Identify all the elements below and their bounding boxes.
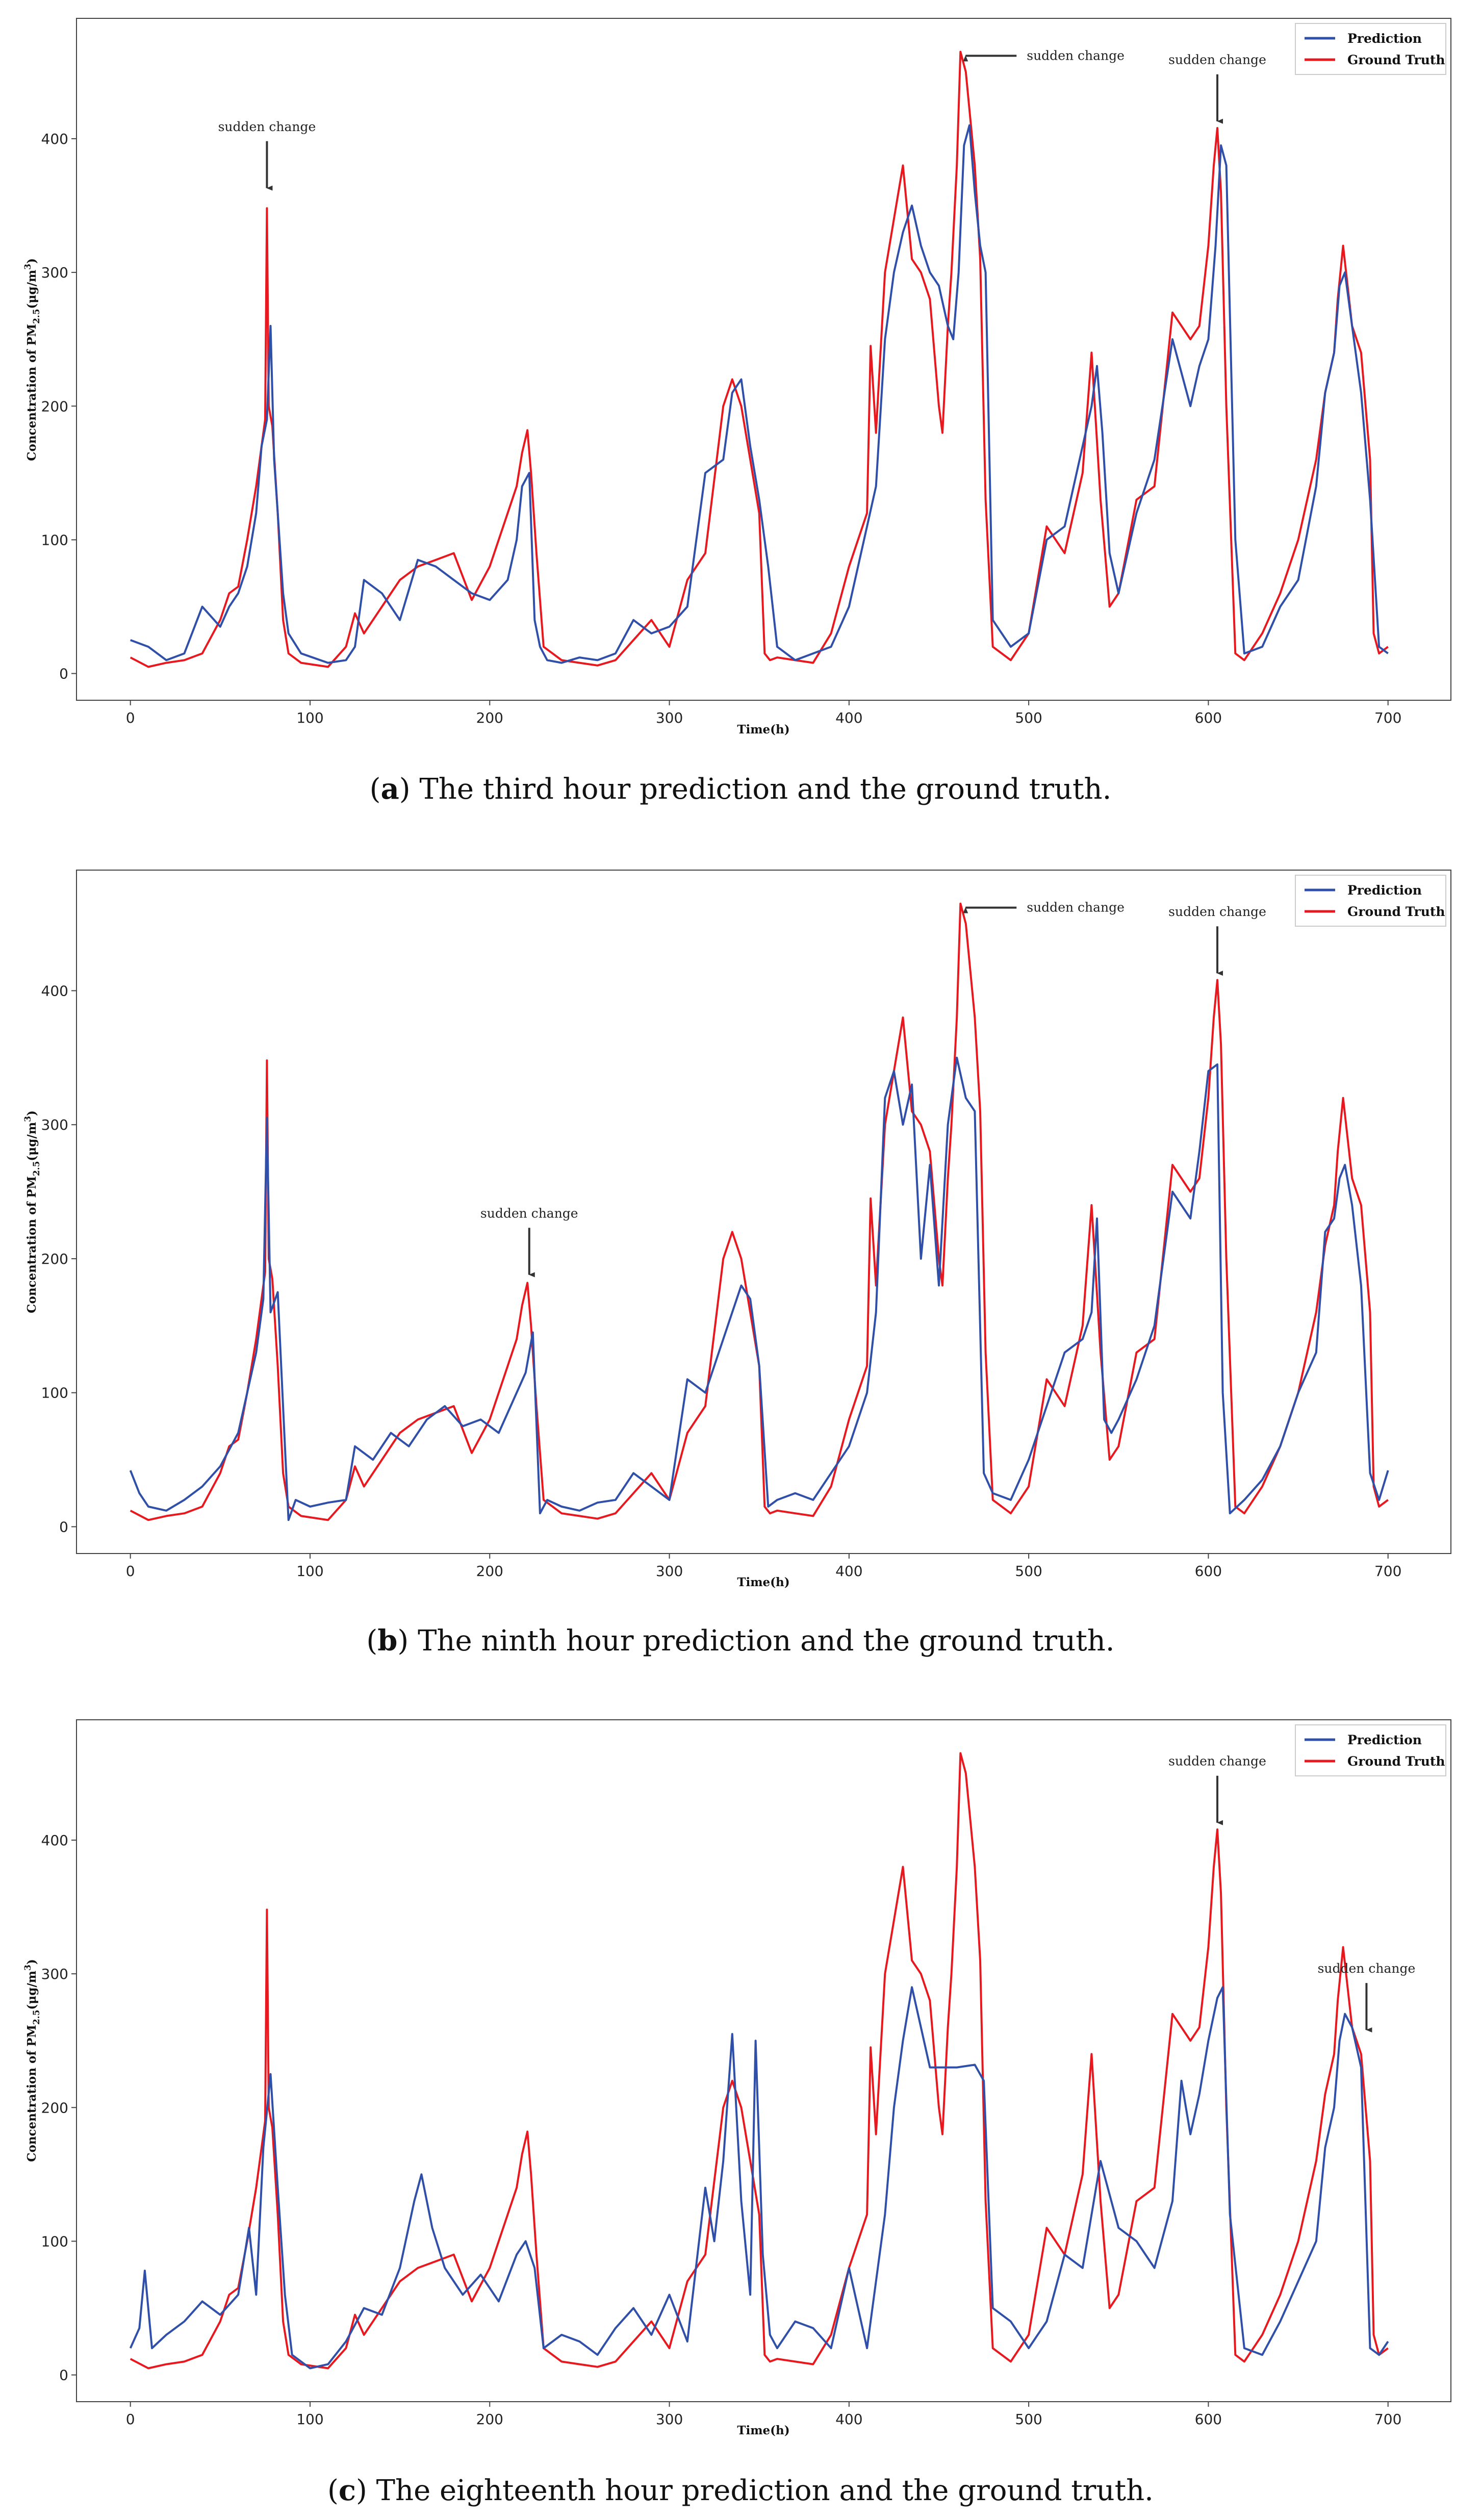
prediction-series-line [130,124,1389,664]
legend-prediction-label: Prediction [1347,31,1422,46]
x-tick-label: 100 [296,709,323,726]
x-tick-label: 100 [296,1563,323,1580]
y-tick-label: 400 [41,131,68,147]
chart-panel-a: 0 100 200 300 400 0 100 200 300 400 500 600 700 sud… [23,18,1451,806]
x-axis-label: Time(h) [737,2424,789,2437]
prediction-series-line [129,1986,1389,2370]
legend: Prediction Ground Truth [1295,875,1446,927]
legend-box [1295,875,1446,927]
annotations: sudden change sudden change sudden change [218,48,1266,191]
y-tick-label: 0 [59,2367,68,2384]
caption-letter: c [339,2474,356,2507]
series-lines [129,1752,1389,2370]
legend: Prediction Ground Truth [1295,23,1446,75]
x-axis-label: Time(h) [737,723,789,736]
annotation-label: sudden change [218,119,316,134]
y-axis-label: Concentration of PM2.5(μg/m3) [23,258,42,461]
x-axis-label: Time(h) [737,1575,789,1589]
annotations: sudden change sudden change sudden change [480,900,1266,1278]
x-tick-label: 600 [1195,2411,1222,2428]
annotation-label: sudden change [1318,1961,1416,1976]
caption: (b) The ninth hour prediction and the gr… [366,1624,1114,1658]
annotation-label: sudden change [1168,1754,1266,1769]
caption-letter: a [380,772,399,806]
y-tick-label: 0 [59,1518,68,1535]
plot-frame [76,18,1451,701]
y-axis-ticks: 0 100 200 300 400 [41,982,76,1535]
ground-truth-series-line [130,1752,1389,2370]
x-tick-label: 0 [126,1563,135,1580]
y-axis-ticks: 0 100 200 300 400 [41,131,76,682]
x-tick-label: 300 [656,709,683,726]
x-tick-label: 400 [835,1563,862,1580]
ground-truth-series-line [130,50,1389,668]
x-tick-label: 700 [1374,2411,1401,2428]
x-axis-ticks: 0 100 200 300 400 500 600 700 [126,2402,1401,2428]
caption: (c) The eighteenth hour prediction and t… [327,2474,1154,2507]
x-tick-label: 600 [1195,709,1222,726]
caption-body: The ninth hour prediction and the ground… [408,1624,1114,1658]
plot-frame [76,870,1451,1554]
annotation-label: sudden change [1027,48,1125,63]
annotation-label: sudden change [1168,53,1266,67]
ground-truth-series-line [130,902,1389,1521]
legend-ground-truth-label: Ground Truth [1347,904,1445,919]
x-tick-label: 300 [656,2411,683,2428]
legend-ground-truth-label: Ground Truth [1347,1754,1445,1769]
x-tick-label: 200 [476,2411,503,2428]
y-tick-label: 300 [41,1116,68,1133]
caption: (a) The third hour prediction and the gr… [370,772,1112,806]
y-tick-label: 400 [41,1832,68,1849]
annotation-label: sudden change [480,1206,578,1220]
legend-prediction-label: Prediction [1347,883,1422,898]
y-tick-label: 0 [59,666,68,682]
x-tick-label: 200 [476,1563,503,1580]
annotation-label: sudden change [1168,904,1266,919]
legend-ground-truth-label: Ground Truth [1347,53,1445,67]
legend: Prediction Ground Truth [1295,1724,1446,1776]
x-axis-ticks: 0 100 200 300 400 500 600 700 [126,1554,1401,1580]
x-tick-label: 600 [1195,1563,1222,1580]
x-tick-label: 400 [835,709,862,726]
legend-prediction-label: Prediction [1347,1733,1422,1747]
caption-body: The eighteenth hour prediction and the g… [367,2474,1154,2507]
series-lines [130,50,1389,668]
x-tick-label: 500 [1015,1563,1042,1580]
x-tick-label: 100 [296,2411,323,2428]
y-axis-label: Concentration of PM2.5(μg/m3) [23,1110,42,1313]
plot-frame [76,1719,1451,2402]
chart-panel-c: 0 100 200 300 400 0 100 200 300 400 500 600 700 sud… [23,1719,1451,2507]
caption-letter: b [377,1624,397,1658]
y-tick-label: 300 [41,264,68,281]
y-tick-label: 100 [41,1385,68,1402]
x-tick-label: 700 [1374,1563,1401,1580]
y-tick-label: 200 [41,2099,68,2116]
y-tick-label: 400 [41,982,68,999]
y-tick-label: 100 [41,2233,68,2250]
legend-box [1295,1724,1446,1776]
x-axis-ticks: 0 100 200 300 400 500 600 700 [126,700,1401,726]
y-tick-label: 200 [41,1251,68,1267]
annotation-label: sudden change [1027,900,1125,915]
x-tick-label: 0 [126,709,135,726]
chart-panel-b: 0 100 200 300 400 0 100 200 300 400 500 600 700 sud… [23,870,1451,1658]
caption-body: The third hour prediction and the ground… [411,773,1112,806]
y-axis-label: Concentration of PM2.5(μg/m3) [23,1959,42,2162]
x-tick-label: 400 [835,2411,862,2428]
x-tick-label: 500 [1015,709,1042,726]
x-tick-label: 0 [126,2411,135,2428]
x-tick-label: 700 [1374,709,1401,726]
prediction-series-line [129,1056,1389,1521]
y-tick-label: 200 [41,398,68,415]
x-tick-label: 300 [656,1563,683,1580]
x-tick-label: 200 [476,709,503,726]
y-tick-label: 100 [41,531,68,548]
y-tick-label: 300 [41,1966,68,1982]
series-lines [129,902,1389,1521]
annotations: sudden change sudden change [1168,1754,1416,2033]
y-axis-ticks: 0 100 200 300 400 [41,1832,76,2384]
x-tick-label: 500 [1015,2411,1042,2428]
legend-box [1295,23,1446,75]
